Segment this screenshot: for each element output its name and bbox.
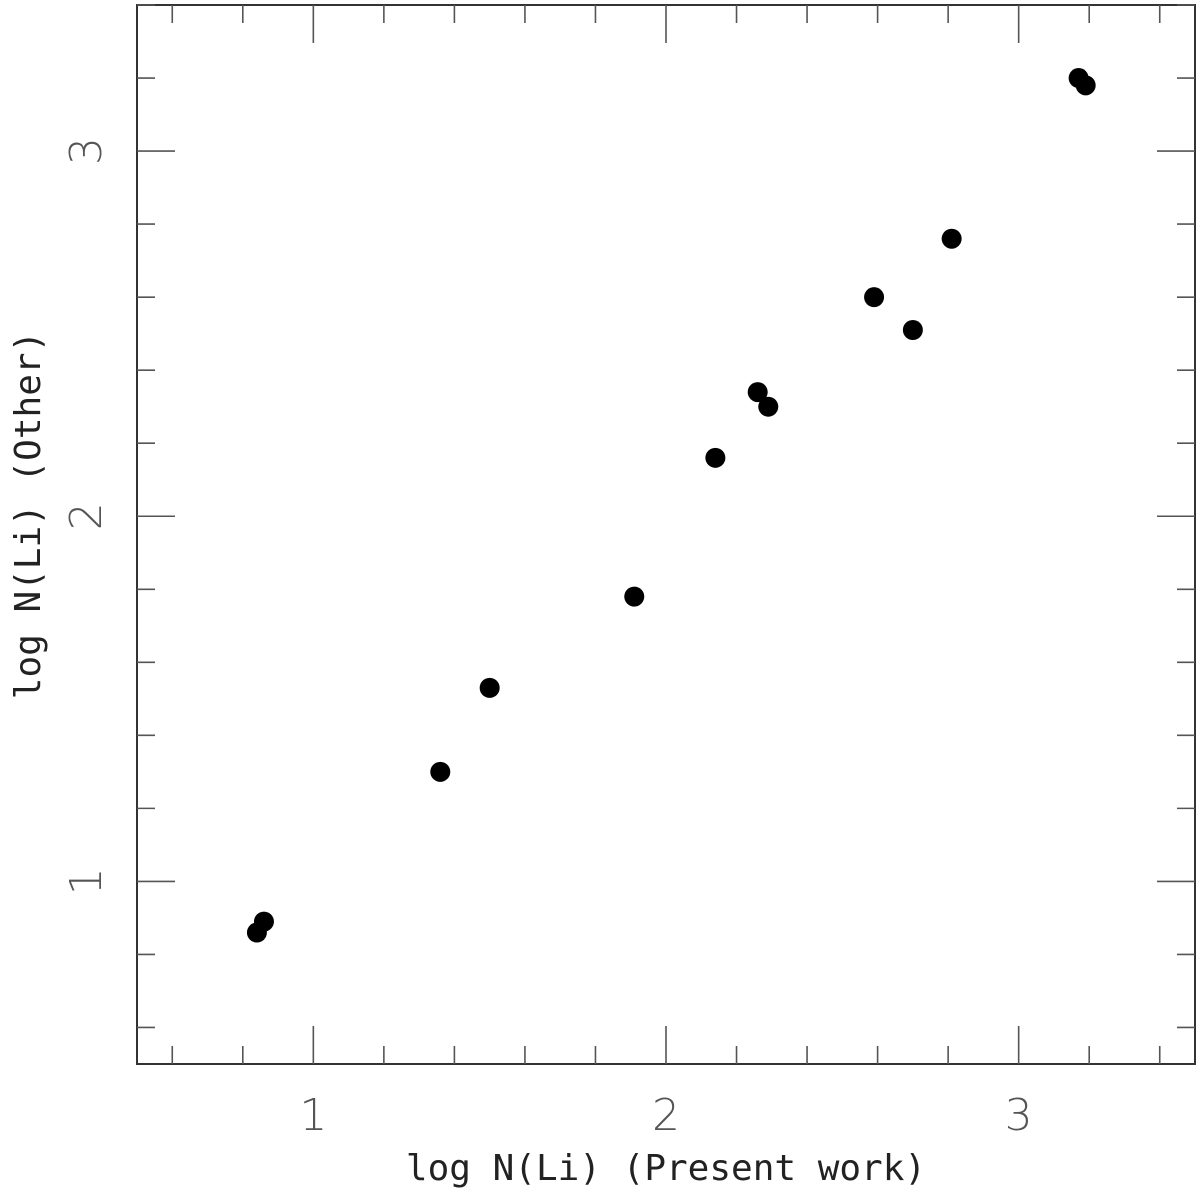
data-point	[253, 911, 274, 932]
x-tick-label: 2	[652, 1090, 680, 1141]
x-axis-title: log N(Li) (Present work)	[406, 1148, 926, 1189]
y-tick-label: 2	[61, 502, 112, 530]
y-tick-label: 3	[61, 137, 112, 165]
data-point	[430, 761, 451, 782]
data-point	[941, 228, 962, 249]
data-point	[479, 677, 500, 698]
y-tick-label: 1	[61, 867, 112, 895]
data-points	[246, 68, 1096, 943]
x-tick-label: 3	[1005, 1090, 1033, 1141]
data-point	[624, 586, 645, 607]
x-tick-label: 1	[299, 1090, 327, 1141]
data-point	[1075, 75, 1096, 96]
data-point	[747, 382, 768, 403]
data-point	[758, 396, 779, 417]
data-point	[705, 447, 726, 468]
plot-frame	[136, 4, 1196, 1065]
data-point	[864, 287, 885, 308]
data-point	[902, 320, 923, 341]
axis-ticks	[137, 4, 1195, 1064]
y-axis-title: log N(Li) (Other)	[8, 331, 49, 699]
tick-labels: 1 2 3 1 2 3	[61, 137, 1033, 1141]
